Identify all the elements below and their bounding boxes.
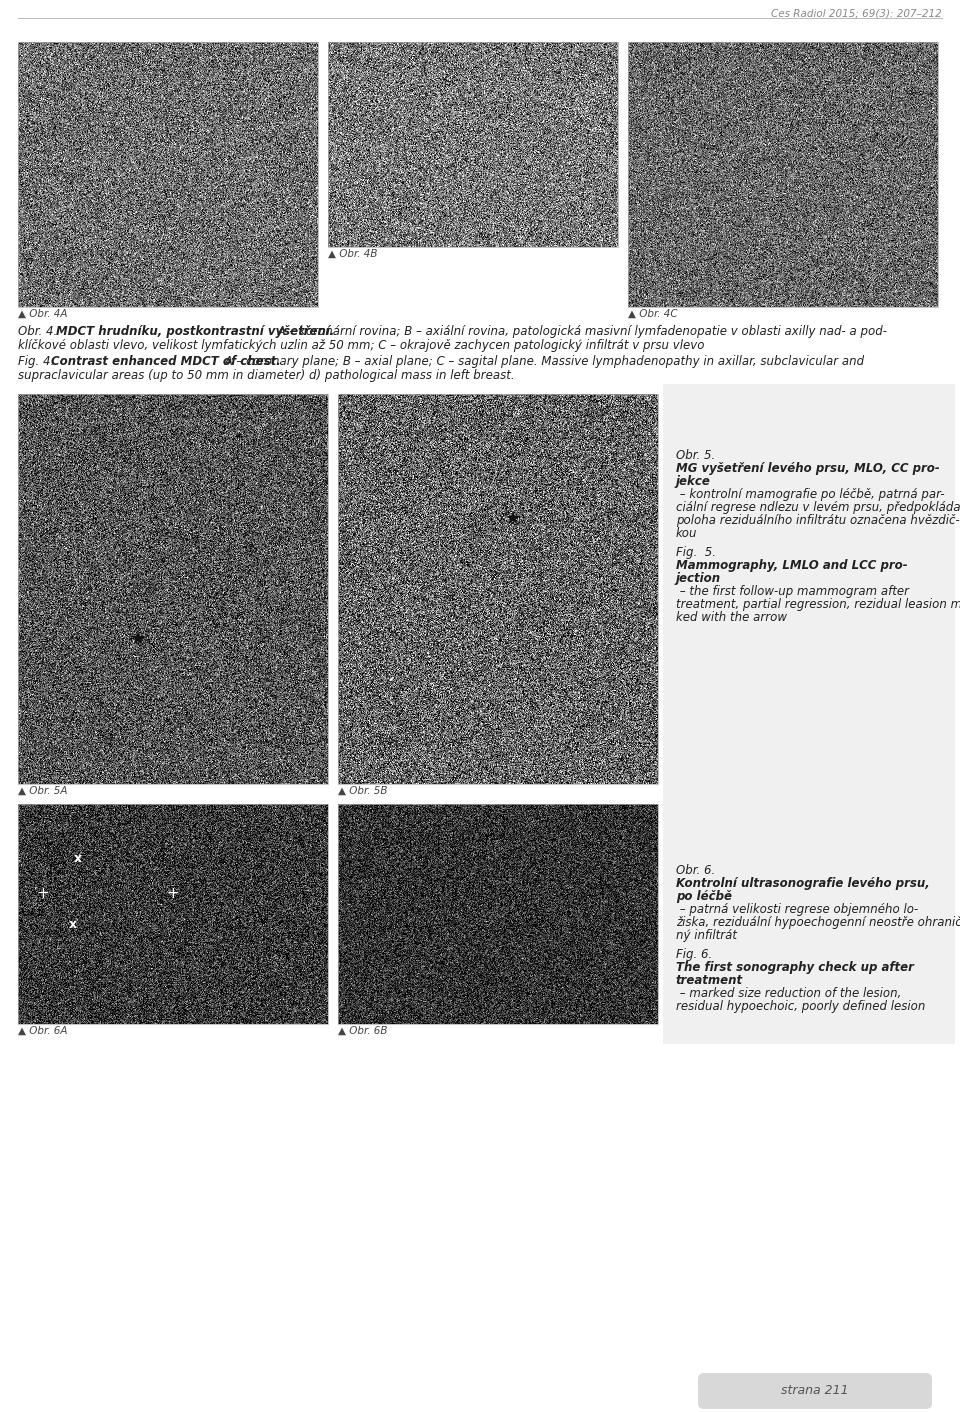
Bar [628, 42, 938, 306]
Text: Obr. 6.: Obr. 6. [676, 864, 719, 877]
Bar [18, 394, 328, 784]
Text: ★: ★ [130, 630, 146, 648]
Text: ▲ Obr. 5B: ▲ Obr. 5B [338, 786, 388, 796]
Text: ▲ Obr. 4A: ▲ Obr. 4A [18, 309, 67, 319]
Text: po léčbě: po léčbě [676, 890, 732, 904]
Bar [338, 394, 658, 784]
Text: ·: · [426, 647, 430, 661]
Text: +: + [167, 887, 180, 901]
Text: – the first follow-up mammogram after: – the first follow-up mammogram after [676, 585, 909, 599]
Bar [663, 394, 955, 789]
Text: A – coronary plane; B – axial plane; C – sagital plane. Massive lymphadenopathy : A – coronary plane; B – axial plane; C –… [221, 354, 864, 369]
Text: – patrná velikosti regrese objemného lo-: – patrná velikosti regrese objemného lo- [676, 904, 919, 916]
Text: poloha reziduálního infiltrátu označena hvězdič-: poloha reziduálního infiltrátu označena … [676, 514, 960, 527]
Text: residual hypoechoic, poorly defined lesion: residual hypoechoic, poorly defined lesi… [676, 1000, 925, 1012]
Bar [328, 42, 618, 247]
Text: x: x [69, 918, 77, 931]
Bar [338, 803, 658, 1024]
Text: Fig.  5.: Fig. 5. [676, 546, 724, 559]
Text: treatment: treatment [676, 974, 743, 987]
Text: jekce: jekce [676, 474, 710, 489]
Text: ▲ Obr. 6B: ▲ Obr. 6B [338, 1027, 388, 1036]
Bar [18, 42, 318, 306]
FancyBboxPatch shape [698, 1372, 932, 1409]
Text: treatment, partial regression, rezidual leasion mar-: treatment, partial regression, rezidual … [676, 599, 960, 611]
Text: – kontrolní mamografie po léčbě, patrná par-: – kontrolní mamografie po léčbě, patrná … [676, 489, 945, 501]
Text: strana 211: strana 211 [781, 1385, 849, 1398]
Text: klíčkové oblasti vlevo, velikost lymfatických uzlin až 50 mm; C – okrajově zachy: klíčkové oblasti vlevo, velikost lymfati… [18, 339, 705, 352]
Text: – marked size reduction of the lesion,: – marked size reduction of the lesion, [676, 987, 901, 1000]
Text: kou: kou [676, 527, 698, 539]
Text: ▲ Obr. 4C: ▲ Obr. 4C [628, 309, 678, 319]
Text: supraclavicular areas (up to 50 mm in diameter) d) pathological mass in left bre: supraclavicular areas (up to 50 mm in di… [18, 369, 515, 383]
Text: Ces Radiol 2015; 69(3): 207–212: Ces Radiol 2015; 69(3): 207–212 [771, 8, 942, 18]
Text: ▲ Obr. 6A: ▲ Obr. 6A [18, 1027, 67, 1036]
Text: ·: · [63, 542, 68, 556]
Text: žiska, reziduální hypoechogenní neostře ohraniče-: žiska, reziduální hypoechogenní neostře … [676, 916, 960, 929]
Bar [663, 384, 955, 1043]
Text: x: x [74, 853, 82, 866]
Bar [18, 803, 328, 1024]
Text: MG vyšetření levého prsu, MLO, CC pro-: MG vyšetření levého prsu, MLO, CC pro- [676, 462, 940, 474]
Text: ▲ Obr. 5A: ▲ Obr. 5A [18, 786, 67, 796]
Text: ný infiltrát: ný infiltrát [676, 929, 737, 942]
Text: Obr. 5.: Obr. 5. [676, 449, 719, 462]
Text: Mammography, LMLO and LCC pro-: Mammography, LMLO and LCC pro- [676, 559, 907, 572]
Text: Obr. 4.: Obr. 4. [18, 325, 61, 337]
Text: ked with the arrow: ked with the arrow [676, 611, 787, 624]
Text: Kontrolní ultrasonografie levého prsu,: Kontrolní ultrasonografie levého prsu, [676, 877, 929, 890]
Text: Contrast enhanced MDCT of chest.: Contrast enhanced MDCT of chest. [51, 354, 280, 369]
Text: Fig. 4.: Fig. 4. [18, 354, 58, 369]
Text: +: + [36, 887, 49, 901]
Text: Fig. 6.: Fig. 6. [676, 947, 716, 962]
Text: MDCT hrudníku, postkontrastní vyšetření.: MDCT hrudníku, postkontrastní vyšetření. [56, 325, 334, 337]
Text: ▲ Obr. 4B: ▲ Obr. 4B [328, 249, 377, 258]
Text: ciální regrese ndlezu v levém prsu, předpokládaná: ciální regrese ndlezu v levém prsu, před… [676, 501, 960, 514]
Text: The first sonography check up after: The first sonography check up after [676, 962, 914, 974]
Text: ★: ★ [505, 510, 521, 528]
Text: A – koronární rovina; B – axiální rovina, patologická masivní lymfadenopatie v o: A – koronární rovina; B – axiální rovina… [274, 325, 887, 337]
Text: jection: jection [676, 572, 721, 585]
